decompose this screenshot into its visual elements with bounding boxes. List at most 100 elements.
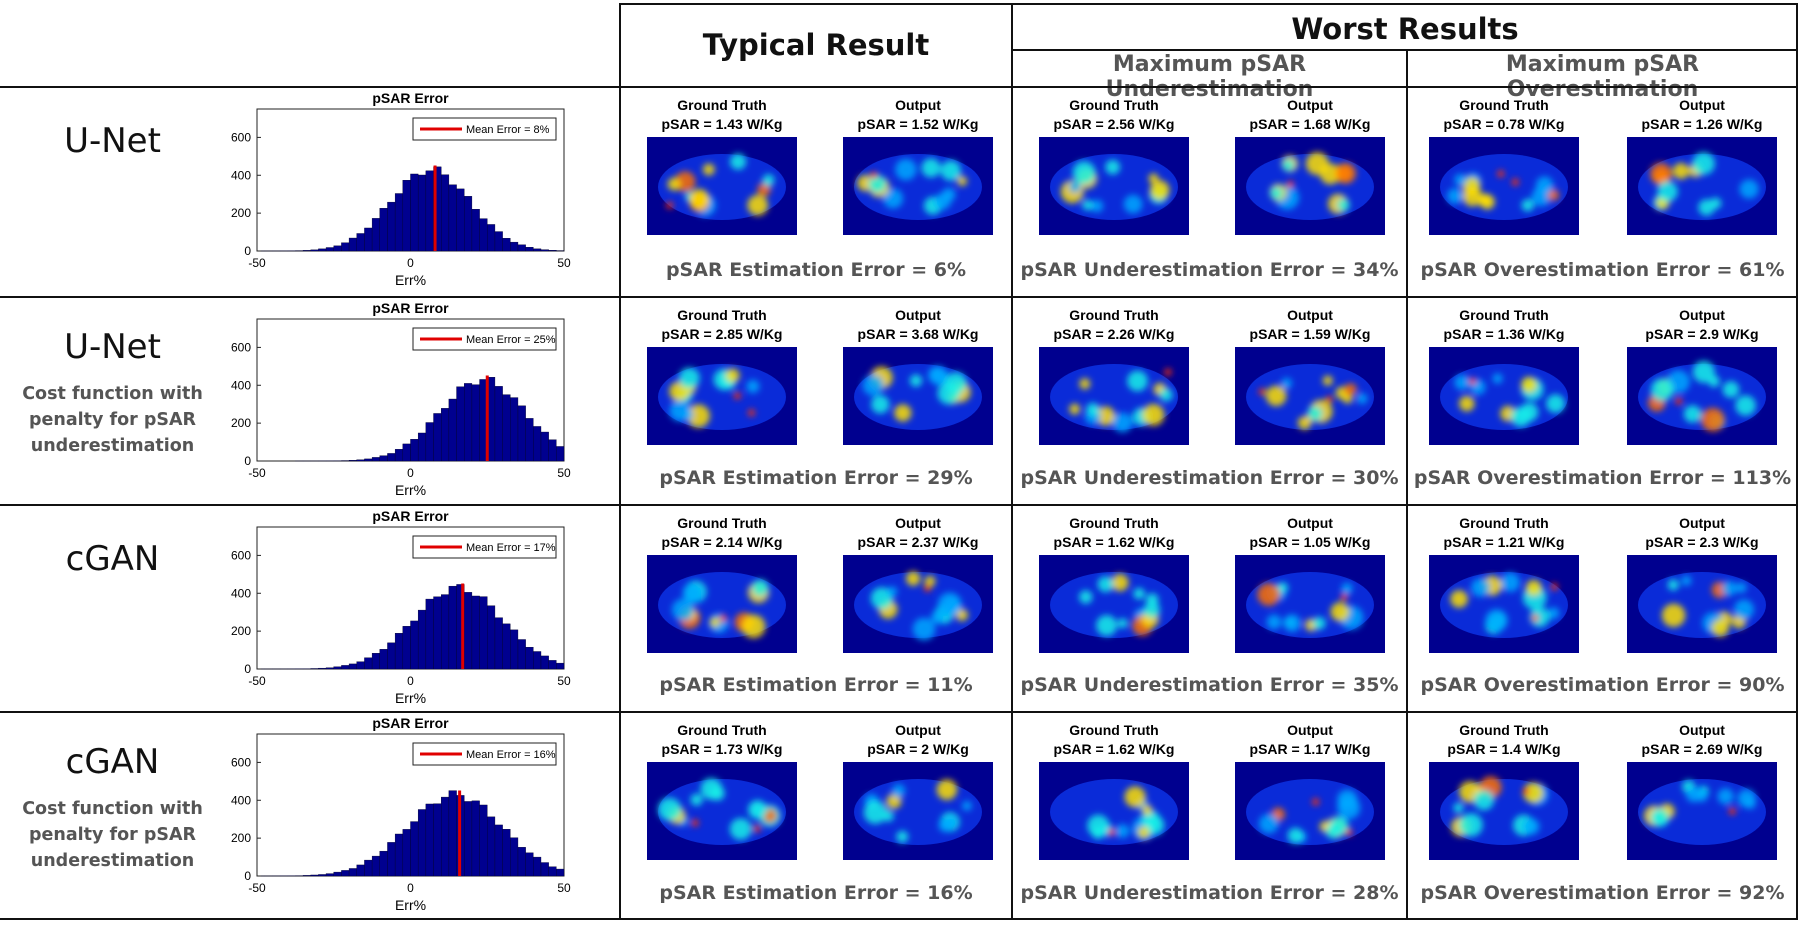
psar-heatmap-image bbox=[854, 364, 982, 430]
panel-label: Ground Truth bbox=[677, 307, 767, 323]
histogram-bar bbox=[318, 874, 327, 877]
row-divider-1 bbox=[0, 296, 1798, 298]
error-histogram: pSAR Error 0 200 400 600 -50 0 50 Err% Mean Error… bbox=[210, 507, 590, 707]
histogram-bar bbox=[471, 800, 480, 877]
panel-label: Output bbox=[895, 97, 941, 113]
over-error-label: pSAR Overestimation Error = 90% bbox=[1420, 674, 1785, 696]
histogram-bar bbox=[525, 247, 534, 252]
psar-heatmap-image bbox=[1050, 154, 1178, 220]
histogram-bar bbox=[494, 617, 503, 670]
histogram-title: pSAR Error bbox=[372, 715, 449, 731]
histogram-bar bbox=[479, 596, 488, 670]
panel-label: Ground Truth bbox=[1459, 97, 1549, 113]
histogram-bar bbox=[533, 856, 542, 877]
over-ground-truth-panel: Ground Truth pSAR = 1.21 W/Kg bbox=[1414, 514, 1594, 653]
histogram-bar bbox=[556, 662, 565, 670]
under-error-label: pSAR Underestimation Error = 34% bbox=[1020, 259, 1399, 281]
histogram-bar bbox=[464, 383, 473, 462]
psar-heatmap-image bbox=[658, 153, 786, 220]
model-subtitle-line: penalty for pSAR bbox=[28, 410, 197, 430]
histogram-bar bbox=[517, 847, 526, 877]
psar-value: pSAR = 2.85 W/Kg bbox=[661, 326, 783, 342]
psar-heatmap bbox=[1235, 137, 1385, 235]
histogram-bar bbox=[356, 459, 365, 462]
under-error-label: pSAR Underestimation Error = 30% bbox=[1020, 467, 1399, 489]
histogram-bar bbox=[394, 633, 404, 670]
typical-ground-truth-panel: Ground Truth pSAR = 1.73 W/Kg bbox=[632, 721, 812, 860]
histogram-bar bbox=[302, 875, 311, 877]
histogram-bar bbox=[318, 667, 327, 670]
histogram-bar bbox=[456, 188, 465, 252]
histogram-bar bbox=[402, 829, 411, 877]
x-tick-label: 50 bbox=[557, 466, 571, 480]
histogram-bar bbox=[487, 605, 496, 670]
histogram-bar bbox=[364, 458, 373, 462]
histogram-bar bbox=[502, 829, 511, 877]
error-histogram: pSAR Error 0 200 400 600 -50 0 50 Err% Mean Error… bbox=[210, 89, 590, 289]
histogram-bar bbox=[448, 184, 457, 252]
psar-heatmap bbox=[843, 555, 993, 653]
panel-label: Ground Truth bbox=[1459, 307, 1549, 323]
psar-heatmap bbox=[1627, 762, 1777, 860]
histogram-bar bbox=[464, 592, 473, 670]
histogram-bar bbox=[540, 249, 549, 252]
psar-value: pSAR = 2.3 W/Kg bbox=[1645, 534, 1759, 550]
psar-value: pSAR = 1.05 W/Kg bbox=[1249, 534, 1371, 550]
psar-heatmap-image bbox=[1050, 572, 1178, 638]
histogram-bar bbox=[387, 201, 396, 252]
panel-label: Output bbox=[1287, 97, 1333, 113]
histogram-bar bbox=[417, 432, 427, 462]
row-divider-2 bbox=[0, 504, 1798, 506]
histogram-bar bbox=[556, 868, 565, 877]
y-tick-label: 400 bbox=[231, 168, 251, 182]
typical-output-panel: Output pSAR = 2 W/Kg bbox=[828, 721, 1008, 860]
panel-label: Ground Truth bbox=[1069, 97, 1159, 113]
x-axis-label: Err% bbox=[395, 690, 426, 706]
histogram-bar bbox=[548, 439, 557, 462]
histogram-bar bbox=[417, 174, 427, 252]
psar-heatmap-image bbox=[658, 364, 786, 430]
psar-value: pSAR = 2.56 W/Kg bbox=[1053, 116, 1175, 132]
y-tick-label: 600 bbox=[231, 340, 251, 354]
histogram-bar bbox=[487, 224, 496, 252]
histogram-bar bbox=[510, 241, 519, 252]
histogram-bar bbox=[494, 824, 503, 877]
psar-value: pSAR = 2.9 W/Kg bbox=[1645, 326, 1759, 342]
x-tick-label: 0 bbox=[407, 881, 414, 895]
psar-value: pSAR = 2.14 W/Kg bbox=[661, 534, 783, 550]
row-divider-3 bbox=[0, 711, 1798, 713]
histogram-bar bbox=[548, 660, 557, 670]
histogram-bar bbox=[371, 855, 381, 877]
histogram-bar bbox=[540, 862, 549, 877]
under-ground-truth-panel: Ground Truth pSAR = 2.56 W/Kg bbox=[1024, 96, 1204, 235]
psar-heatmap bbox=[843, 762, 993, 860]
header-typical-result: Typical Result bbox=[702, 28, 930, 62]
psar-heatmap-image bbox=[658, 778, 786, 845]
histogram-bar bbox=[556, 446, 565, 462]
psar-value: pSAR = 2.37 W/Kg bbox=[857, 534, 979, 550]
histogram-legend: Mean Error = 16% bbox=[412, 742, 557, 766]
histogram-bar bbox=[333, 245, 342, 252]
legend-label: Mean Error = 16% bbox=[466, 749, 556, 761]
histogram-bar bbox=[464, 196, 473, 252]
model-name: cGAN bbox=[65, 742, 160, 782]
psar-heatmap-image bbox=[854, 154, 982, 220]
histogram-bar bbox=[417, 809, 427, 877]
histogram-bar bbox=[525, 646, 534, 670]
histogram-bar bbox=[394, 833, 404, 877]
psar-value: pSAR = 3.68 W/Kg bbox=[857, 326, 979, 342]
histogram-bar bbox=[502, 394, 511, 462]
histogram-bar bbox=[348, 868, 357, 877]
psar-heatmap bbox=[843, 347, 993, 445]
histogram-bar bbox=[471, 595, 480, 670]
under-ground-truth-panel: Ground Truth pSAR = 1.62 W/Kg bbox=[1024, 721, 1204, 860]
error-histogram: pSAR Error 0 200 400 600 -50 0 50 Err% Mean Error… bbox=[210, 299, 590, 499]
x-tick-label: 0 bbox=[407, 674, 414, 688]
model-subtitle-line: underestimation bbox=[30, 436, 195, 456]
y-tick-label: 600 bbox=[231, 548, 251, 562]
histogram-bar bbox=[540, 655, 549, 670]
histogram-bar bbox=[402, 180, 411, 252]
histogram-bar bbox=[502, 623, 511, 670]
